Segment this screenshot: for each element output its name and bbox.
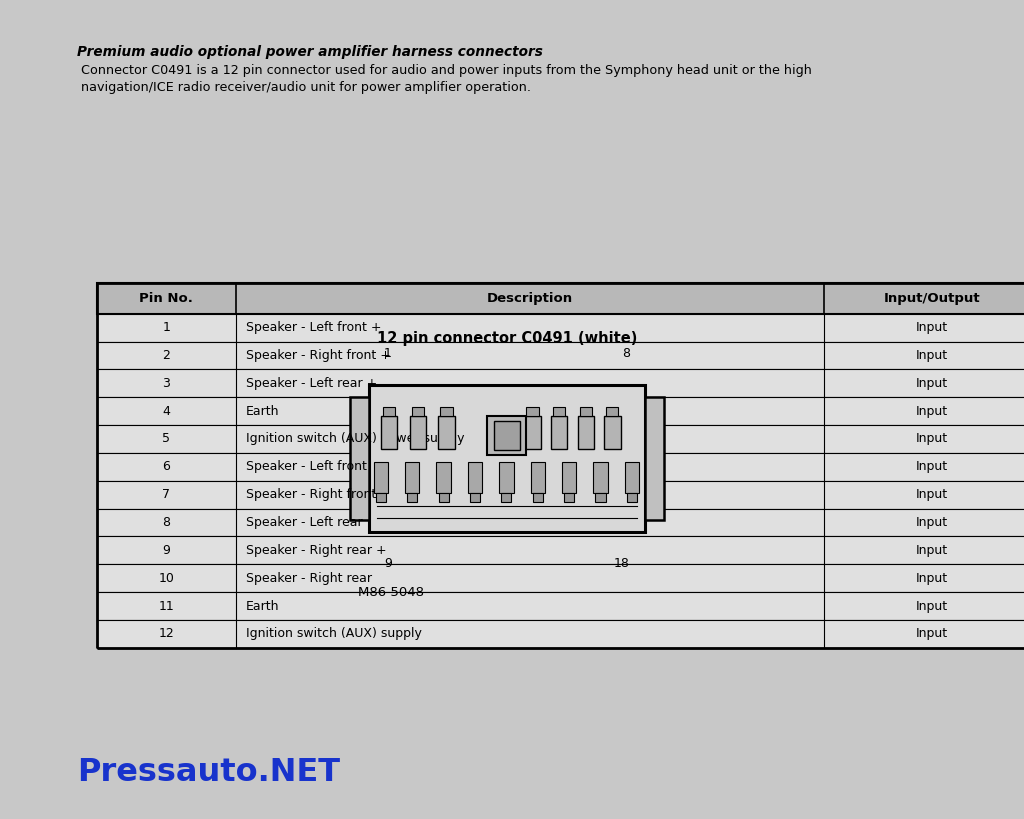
Text: 6: 6 (163, 460, 170, 473)
Text: Speaker - Left rear: Speaker - Left rear (246, 516, 362, 529)
Text: Ignition switch (AUX) power supply: Ignition switch (AUX) power supply (246, 432, 464, 446)
Bar (381, 416, 397, 449)
Bar (412, 406, 424, 416)
Bar (595, 493, 605, 503)
Bar (580, 406, 592, 416)
Text: 1: 1 (163, 321, 170, 334)
Text: 7: 7 (163, 488, 170, 501)
Text: Description: Description (486, 292, 573, 305)
Text: Input: Input (915, 488, 948, 501)
Bar (500, 462, 513, 493)
Bar (406, 462, 420, 493)
Text: 9: 9 (384, 557, 392, 570)
Bar (97, 342, 1024, 369)
Bar (530, 462, 545, 493)
Bar (97, 620, 1024, 648)
Text: 10: 10 (159, 572, 174, 585)
Bar (524, 416, 541, 449)
Bar (578, 416, 594, 449)
Bar (97, 453, 1024, 481)
Bar (410, 416, 426, 449)
Bar (383, 406, 395, 416)
Bar (606, 406, 618, 416)
Text: Input: Input (915, 516, 948, 529)
Bar (438, 493, 449, 503)
Text: Input: Input (915, 349, 948, 362)
Bar (645, 397, 664, 520)
Bar (97, 283, 1024, 314)
Bar (97, 283, 1024, 648)
Text: Earth: Earth (246, 600, 280, 613)
Text: Input: Input (915, 627, 948, 640)
Bar (440, 406, 453, 416)
Bar (562, 462, 577, 493)
Bar (526, 406, 539, 416)
Text: 4: 4 (163, 405, 170, 418)
Bar (374, 462, 388, 493)
Text: Input: Input (915, 572, 948, 585)
Bar (627, 493, 637, 503)
Bar (604, 416, 621, 449)
Text: Speaker - Right front +: Speaker - Right front + (246, 349, 390, 362)
Bar (564, 493, 574, 503)
Bar (97, 314, 1024, 342)
Text: Input: Input (915, 321, 948, 334)
Text: 3: 3 (163, 377, 170, 390)
Text: M86 5048: M86 5048 (358, 586, 424, 599)
Text: Speaker - Left front: Speaker - Left front (246, 460, 367, 473)
Text: Speaker - Right rear +: Speaker - Right rear + (246, 544, 386, 557)
Text: Input: Input (915, 377, 948, 390)
Text: Speaker - Left front +: Speaker - Left front + (246, 321, 381, 334)
Bar (97, 369, 1024, 397)
Bar (470, 493, 480, 503)
Bar (376, 493, 386, 503)
Text: 18: 18 (613, 557, 630, 570)
Text: Ignition switch (AUX) supply: Ignition switch (AUX) supply (246, 627, 422, 640)
Bar (487, 416, 526, 455)
Text: Premium audio optional power amplifier harness connectors: Premium audio optional power amplifier h… (77, 45, 543, 59)
Bar (369, 385, 645, 532)
Bar (97, 592, 1024, 620)
Bar (350, 397, 369, 520)
Text: Speaker - Right front: Speaker - Right front (246, 488, 376, 501)
Bar (468, 462, 482, 493)
Text: 8: 8 (163, 516, 170, 529)
Bar (532, 493, 543, 503)
Text: 5: 5 (163, 432, 170, 446)
Bar (97, 536, 1024, 564)
Text: Connector C0491 is a 12 pin connector used for audio and power inputs from the S: Connector C0491 is a 12 pin connector us… (77, 64, 812, 94)
Text: Input: Input (915, 405, 948, 418)
Bar (97, 564, 1024, 592)
Bar (593, 462, 607, 493)
Bar (97, 425, 1024, 453)
Text: Speaker - Left rear +: Speaker - Left rear + (246, 377, 377, 390)
Text: 12 pin connector C0491 (white): 12 pin connector C0491 (white) (377, 332, 637, 346)
Bar (625, 462, 639, 493)
Bar (438, 416, 455, 449)
Text: Pressauto.NET: Pressauto.NET (77, 757, 340, 788)
Text: Earth: Earth (246, 405, 280, 418)
Text: Input: Input (915, 600, 948, 613)
Bar (408, 493, 418, 503)
Text: 8: 8 (622, 347, 630, 360)
Bar (97, 397, 1024, 425)
Bar (553, 406, 565, 416)
Text: Input: Input (915, 432, 948, 446)
Text: Input: Input (915, 460, 948, 473)
Bar (97, 509, 1024, 536)
Text: 2: 2 (163, 349, 170, 362)
Text: Input: Input (915, 544, 948, 557)
Text: Input/Output: Input/Output (884, 292, 980, 305)
Text: 12: 12 (159, 627, 174, 640)
Bar (551, 416, 567, 449)
Text: 1: 1 (384, 347, 392, 360)
Text: 9: 9 (163, 544, 170, 557)
Bar (436, 462, 451, 493)
Bar (97, 481, 1024, 509)
Text: Speaker - Right rear: Speaker - Right rear (246, 572, 372, 585)
Text: 11: 11 (159, 600, 174, 613)
Text: Pin No.: Pin No. (139, 292, 194, 305)
Bar (494, 421, 520, 450)
Bar (502, 493, 512, 503)
